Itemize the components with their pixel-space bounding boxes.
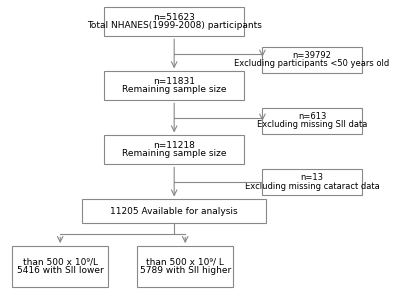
Text: than 500 x 10⁹/ L: than 500 x 10⁹/ L: [146, 258, 224, 267]
FancyBboxPatch shape: [262, 169, 362, 195]
Text: n=11831: n=11831: [153, 77, 195, 86]
FancyBboxPatch shape: [104, 7, 244, 36]
Text: 5416 with SII lower: 5416 with SII lower: [17, 266, 104, 275]
Text: n=39792: n=39792: [293, 51, 332, 60]
Text: Remaining sample size: Remaining sample size: [122, 86, 226, 94]
Text: Total NHANES(1999-2008) participants: Total NHANES(1999-2008) participants: [87, 21, 262, 30]
FancyBboxPatch shape: [262, 108, 362, 134]
FancyBboxPatch shape: [262, 46, 362, 73]
Text: Excluding missing SII data: Excluding missing SII data: [257, 120, 367, 129]
FancyBboxPatch shape: [138, 246, 233, 287]
Text: Excluding missing cataract data: Excluding missing cataract data: [245, 181, 380, 191]
Text: Excluding participants <50 years old: Excluding participants <50 years old: [234, 59, 390, 68]
Text: n=13: n=13: [300, 173, 324, 182]
Text: n=51623: n=51623: [153, 13, 195, 22]
Text: Remaining sample size: Remaining sample size: [122, 149, 226, 158]
FancyBboxPatch shape: [12, 246, 108, 287]
FancyBboxPatch shape: [82, 199, 266, 223]
Text: than 500 x 10⁹/L: than 500 x 10⁹/L: [23, 258, 98, 267]
FancyBboxPatch shape: [104, 135, 244, 164]
Text: 11205 Available for analysis: 11205 Available for analysis: [110, 207, 238, 216]
Text: n=11218: n=11218: [153, 141, 195, 150]
Text: n=613: n=613: [298, 112, 326, 121]
Text: 5789 with SII higher: 5789 with SII higher: [140, 266, 231, 275]
FancyBboxPatch shape: [104, 71, 244, 101]
